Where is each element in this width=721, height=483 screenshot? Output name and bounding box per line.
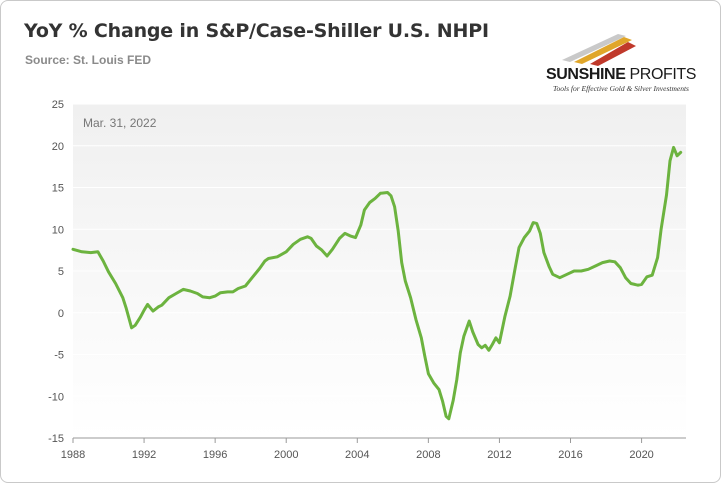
series-layer (71, 145, 683, 421)
x-tick-label: 1996 (203, 449, 227, 461)
x-tick-label: 2020 (629, 449, 653, 461)
grid-lines (73, 103, 686, 397)
tick-labels: -15 -10 -5 0 5 10 15 20 25 1988 1992 1996 2000 2004 20… (48, 99, 654, 461)
y-tick-label: -15 (48, 433, 64, 445)
x-tick-label: 2004 (345, 449, 369, 461)
series-line (71, 145, 683, 421)
y-tick-label: 25 (52, 99, 64, 111)
y-tick-label: -10 (48, 391, 64, 403)
logo-name-bold: SUNSHINE (546, 66, 626, 83)
y-tick-label: 10 (52, 224, 64, 236)
y-tick-label: 0 (58, 308, 64, 320)
x-tick-label: 1992 (132, 449, 156, 461)
x-tick-label: 1988 (61, 449, 85, 461)
x-tick-label: 2016 (558, 449, 582, 461)
axes (72, 437, 686, 443)
x-tick-label: 2012 (487, 449, 511, 461)
logo-name-light: PROFITS (625, 66, 697, 83)
y-tick-label: 20 (52, 141, 64, 153)
y-tick-label: 5 (58, 266, 64, 278)
date-annotation: Mar. 31, 2022 (83, 116, 157, 130)
y-tick-label: -5 (54, 350, 64, 362)
logo-wordmark: SUNSHINE PROFITS (546, 66, 696, 84)
x-tick-label: 2008 (416, 449, 440, 461)
logo-tagline: Tools for Effective Gold & Silver Invest… (553, 84, 689, 93)
chart-title: YoY % Change in S&P/Case-Shiller U.S. NH… (24, 20, 489, 42)
y-tick-label: 15 (52, 183, 64, 195)
chart-source: Source: St. Louis FED (25, 53, 152, 67)
x-tick-label: 2000 (274, 449, 298, 461)
sunshine-profits-logo-icon (562, 34, 636, 66)
